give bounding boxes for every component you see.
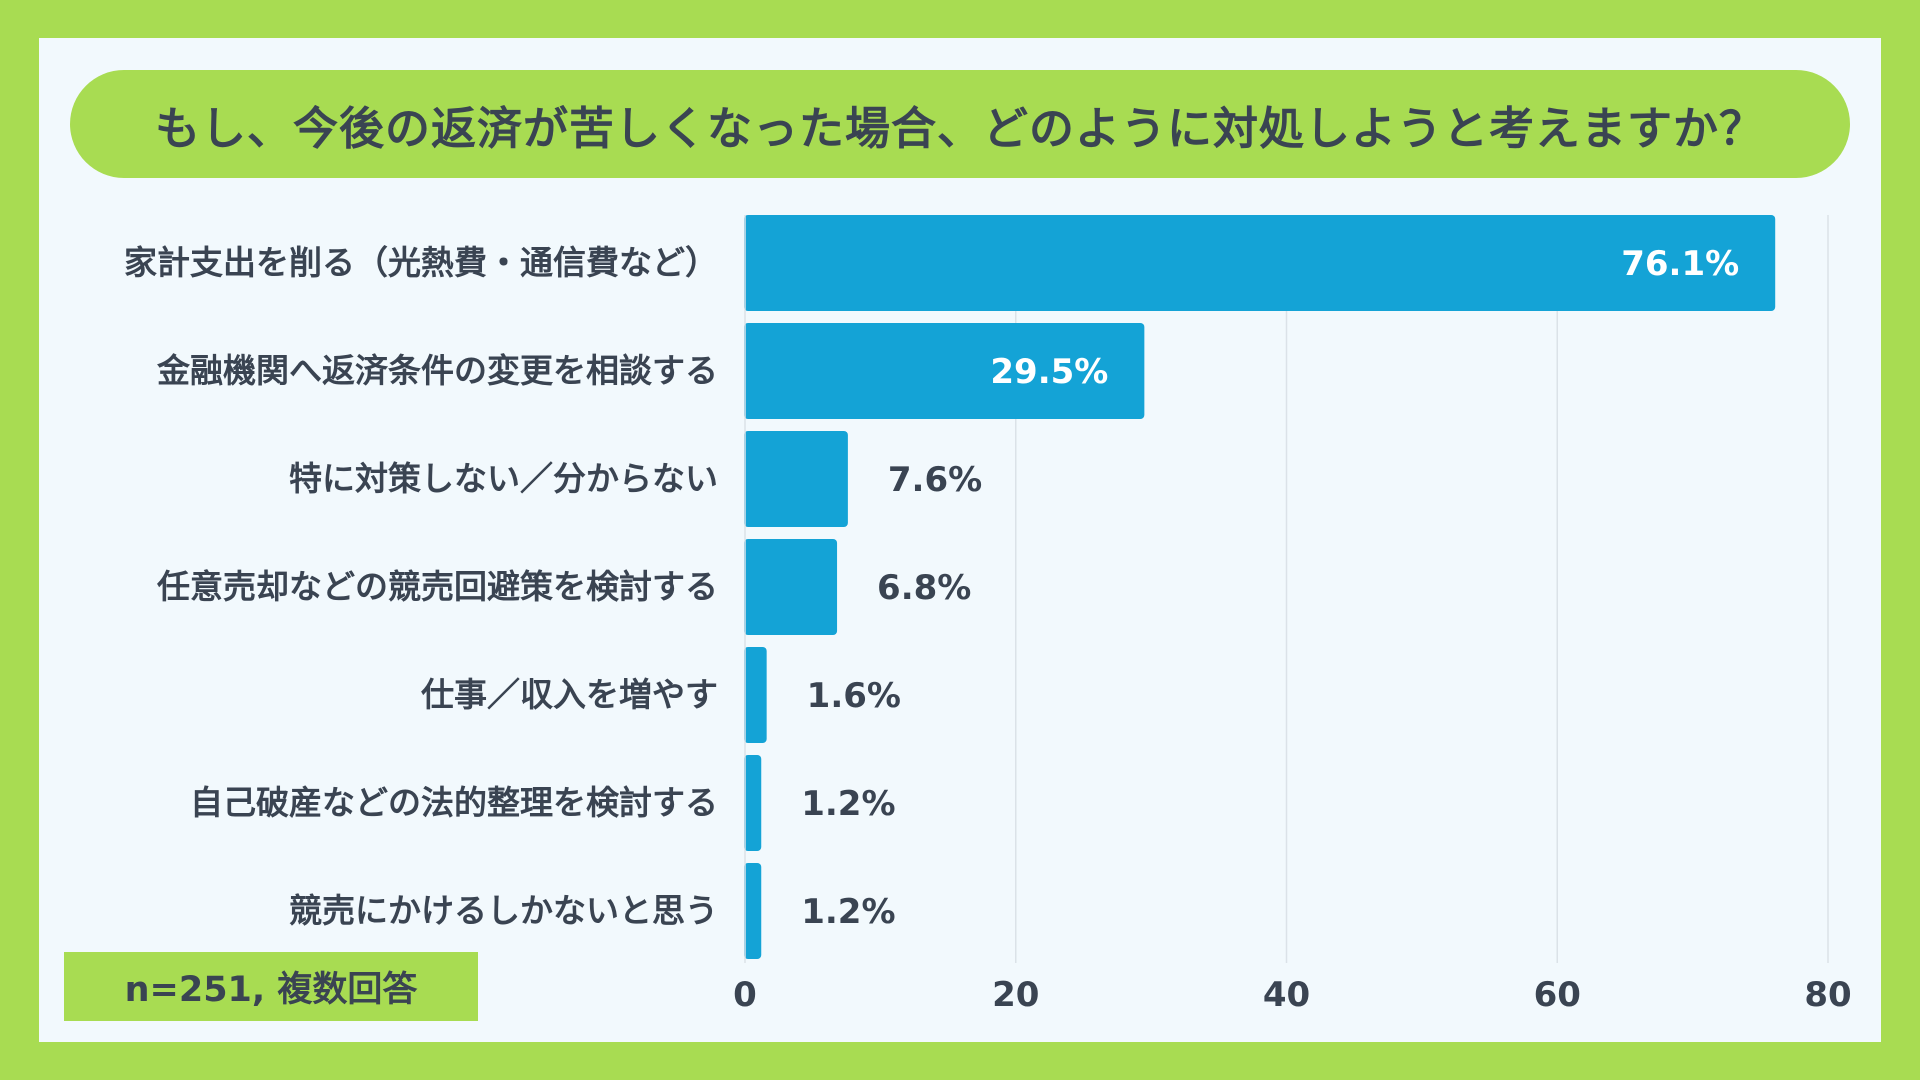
title-banner: もし、今後の返済が苦しくなった場合、どのように対処しようと考えますか？ <box>70 70 1850 178</box>
category-label: 任意売却などの競売回避策を検討する <box>157 567 718 606</box>
category-label: 家計支出を削る（光熱費・通信費など） <box>124 243 718 282</box>
value-label: 1.2% <box>801 784 895 824</box>
bar <box>744 755 762 851</box>
category-label: 自己破産などの法的整理を検討する <box>190 783 718 822</box>
bar <box>744 323 1145 419</box>
value-label: 7.6% <box>888 460 982 500</box>
value-label: 6.8% <box>877 568 971 608</box>
tick-label: 40 <box>1263 975 1310 1015</box>
sample-note-box: n=251, 複数回答 <box>64 952 478 1021</box>
tick-label: 20 <box>992 975 1039 1015</box>
value-label: 76.1% <box>1621 244 1739 284</box>
bar <box>744 863 762 959</box>
value-label: 29.5% <box>990 352 1108 392</box>
value-label: 1.2% <box>801 892 895 932</box>
tick-label: 80 <box>1804 975 1851 1015</box>
tick-label: 0 <box>733 975 757 1015</box>
tick-label: 60 <box>1534 975 1581 1015</box>
bar <box>744 215 1776 311</box>
category-label: 金融機関へ返済条件の変更を相談する <box>156 351 718 390</box>
category-label: 特に対策しない／分からない <box>289 459 718 498</box>
chart-panel <box>39 38 1881 1042</box>
bar <box>744 539 838 635</box>
value-label: 1.6% <box>807 676 901 716</box>
bar <box>744 431 848 527</box>
bar <box>744 647 767 743</box>
category-label: 競売にかけるしかないと思う <box>289 891 718 930</box>
chart-title: もし、今後の返済が苦しくなった場合、どのように対処しようと考えますか？ <box>154 101 1765 155</box>
category-label: 仕事／収入を増やす <box>421 675 718 714</box>
sample-note: n=251, 複数回答 <box>124 970 418 1010</box>
